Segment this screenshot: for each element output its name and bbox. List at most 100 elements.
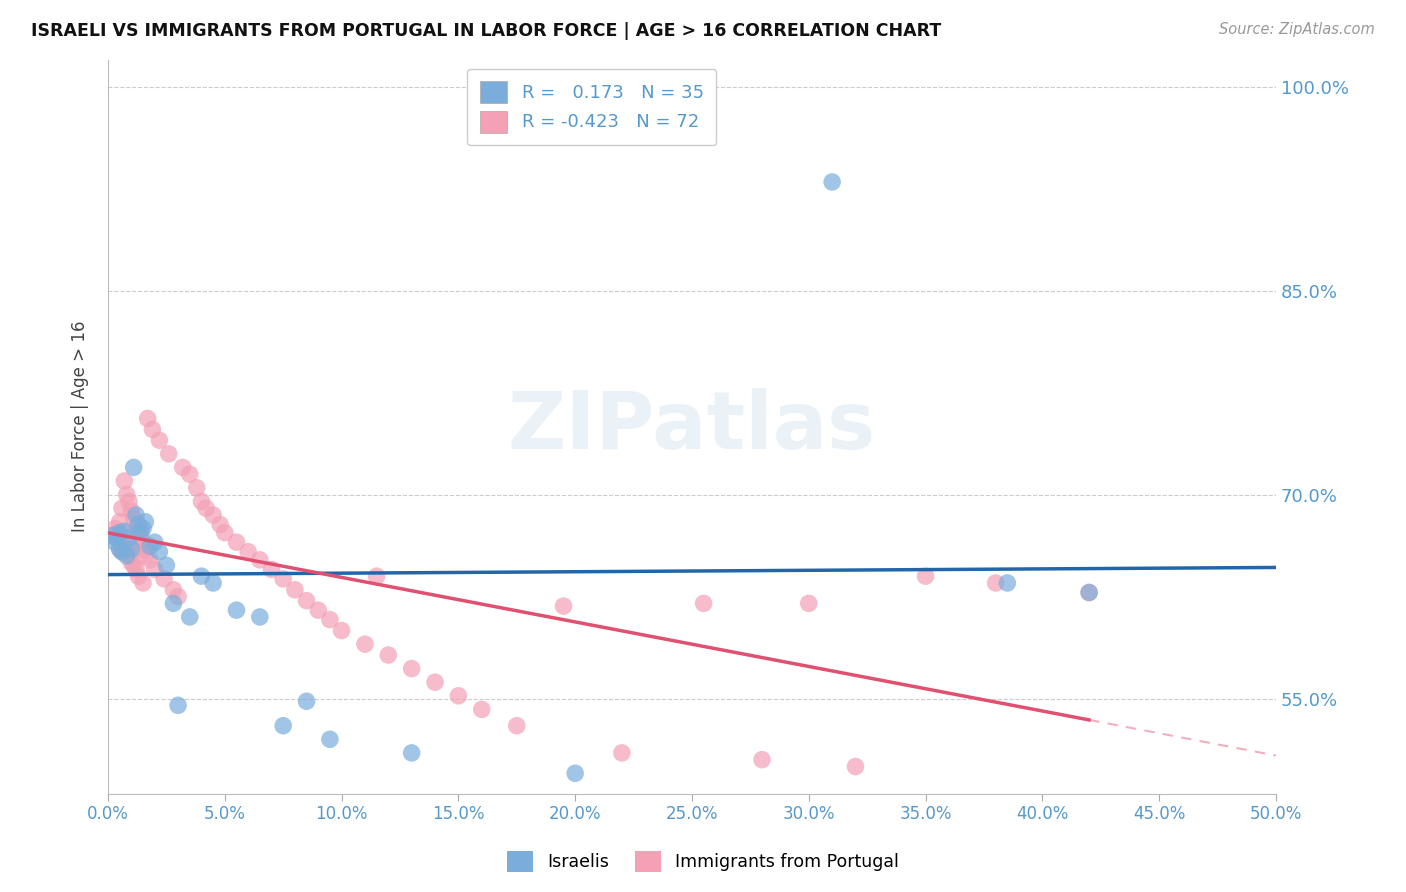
Point	[148, 434, 170, 448]
Point	[127, 517, 149, 532]
Point	[125, 508, 148, 522]
Point	[120, 556, 142, 570]
Point	[129, 524, 152, 539]
Point	[139, 553, 162, 567]
Point	[471, 702, 494, 716]
Point	[236, 544, 259, 558]
Point	[127, 524, 149, 539]
Point	[115, 541, 138, 556]
Point	[104, 535, 127, 549]
Point	[401, 746, 423, 760]
Point	[821, 175, 844, 189]
Point	[104, 522, 127, 536]
Legend: R =   0.173   N = 35, R = -0.423   N = 72: R = 0.173 N = 35, R = -0.423 N = 72	[467, 69, 716, 145]
Point	[354, 637, 377, 651]
Point	[249, 553, 271, 567]
Point	[271, 572, 294, 586]
Point	[108, 515, 131, 529]
Point	[797, 596, 820, 610]
Point	[132, 576, 155, 591]
Point	[225, 535, 247, 549]
Point	[330, 624, 353, 638]
Point	[101, 528, 124, 542]
Y-axis label: In Labor Force | Age > 16: In Labor Force | Age > 16	[72, 321, 89, 533]
Point	[108, 541, 131, 556]
Point	[751, 753, 773, 767]
Point	[271, 719, 294, 733]
Point	[1078, 585, 1101, 599]
Point	[120, 504, 142, 518]
Point	[401, 662, 423, 676]
Point	[136, 411, 159, 425]
Point	[112, 524, 135, 539]
Point	[125, 520, 148, 534]
Point	[111, 544, 134, 558]
Point	[101, 528, 124, 542]
Point	[112, 535, 135, 549]
Text: Source: ZipAtlas.com: Source: ZipAtlas.com	[1219, 22, 1375, 37]
Point	[148, 544, 170, 558]
Point	[157, 447, 180, 461]
Text: ISRAELI VS IMMIGRANTS FROM PORTUGAL IN LABOR FORCE | AGE > 16 CORRELATION CHART: ISRAELI VS IMMIGRANTS FROM PORTUGAL IN L…	[31, 22, 941, 40]
Point	[118, 494, 141, 508]
Point	[553, 599, 575, 613]
Point	[172, 460, 194, 475]
Point	[167, 590, 190, 604]
Point	[111, 544, 134, 558]
Point	[105, 525, 128, 540]
Point	[984, 576, 1007, 591]
Point	[844, 759, 866, 773]
Point	[1078, 585, 1101, 599]
Point	[141, 422, 163, 436]
Point	[506, 719, 529, 733]
Point	[129, 541, 152, 556]
Point	[260, 562, 283, 576]
Point	[112, 474, 135, 488]
Point	[122, 558, 145, 573]
Point	[366, 569, 388, 583]
Point	[307, 603, 329, 617]
Point	[115, 487, 138, 501]
Point	[225, 603, 247, 617]
Point	[155, 558, 177, 573]
Point	[179, 610, 201, 624]
Point	[134, 549, 156, 563]
Point	[134, 515, 156, 529]
Point	[186, 481, 208, 495]
Point	[153, 572, 176, 586]
Point	[129, 530, 152, 544]
Text: ZIPatlas: ZIPatlas	[508, 388, 876, 466]
Point	[995, 576, 1018, 591]
Point	[143, 535, 166, 549]
Point	[214, 525, 236, 540]
Point	[692, 596, 714, 610]
Point	[134, 541, 156, 556]
Point	[105, 531, 128, 545]
Point	[202, 508, 225, 522]
Point	[284, 582, 307, 597]
Point	[108, 541, 131, 556]
Point	[190, 494, 212, 508]
Point	[115, 549, 138, 563]
Point	[179, 467, 201, 482]
Point	[122, 512, 145, 526]
Point	[914, 569, 936, 583]
Point	[162, 582, 184, 597]
Point	[195, 501, 218, 516]
Legend: Israelis, Immigrants from Portugal: Israelis, Immigrants from Portugal	[501, 844, 905, 879]
Point	[143, 562, 166, 576]
Point	[167, 698, 190, 713]
Point	[319, 732, 342, 747]
Point	[118, 531, 141, 545]
Point	[319, 613, 342, 627]
Point	[108, 525, 131, 540]
Point	[564, 766, 586, 780]
Point	[127, 569, 149, 583]
Point	[610, 746, 633, 760]
Point	[202, 576, 225, 591]
Point	[249, 610, 271, 624]
Point	[122, 460, 145, 475]
Point	[423, 675, 446, 690]
Point	[139, 539, 162, 553]
Point	[295, 593, 318, 607]
